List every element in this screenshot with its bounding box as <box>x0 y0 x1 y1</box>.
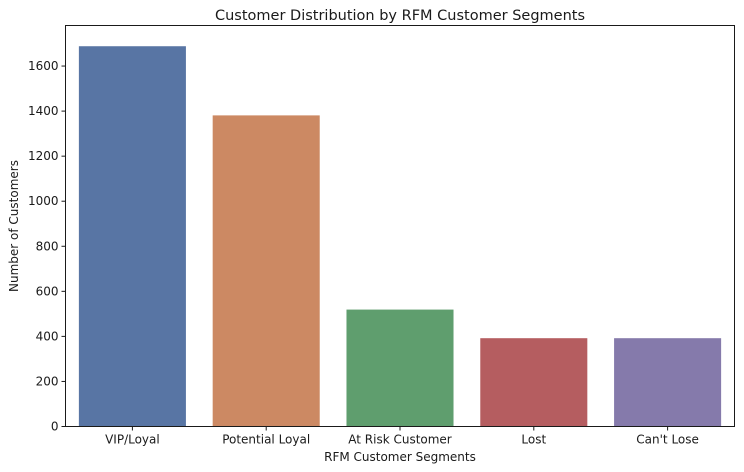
y-axis-label: Number of Customers <box>7 160 21 292</box>
bar-at-risk-customer <box>346 309 454 427</box>
x-tick-label: VIP/Loyal <box>105 433 160 447</box>
plot-frame <box>65 25 735 427</box>
y-tick-label: 1600 <box>28 59 59 73</box>
y-tick-label: 0 <box>51 420 59 434</box>
x-tick-label: Can't Lose <box>636 433 699 447</box>
x-ticks-group: VIP/Loyal Potential Loyal At Risk Customer… <box>105 426 699 447</box>
y-ticks-group: 0 200 400 600 800 1000 1200 1400 1600 <box>28 59 66 434</box>
chart-title: Customer Distribution by RFM Customer Se… <box>215 8 585 24</box>
x-tick-label: Potential Loyal <box>222 433 310 447</box>
bar-potential-loyal <box>212 115 320 427</box>
y-tick-label: 800 <box>36 239 59 253</box>
x-tick-label: Lost <box>521 433 546 447</box>
y-tick-label: 1200 <box>28 149 59 163</box>
y-tick-label: 400 <box>36 329 59 343</box>
bar-vip-loyal <box>78 46 186 427</box>
y-tick-label: 600 <box>36 284 59 298</box>
bar-can-t-lose <box>614 338 722 427</box>
x-axis-label: RFM Customer Segments <box>324 450 476 464</box>
y-tick-label: 1000 <box>28 194 59 208</box>
y-tick-label: 200 <box>36 374 59 388</box>
bar-lost <box>480 338 588 427</box>
x-tick-label: At Risk Customer <box>348 433 452 447</box>
y-tick-label: 1400 <box>28 104 59 118</box>
bars-group <box>78 46 722 427</box>
